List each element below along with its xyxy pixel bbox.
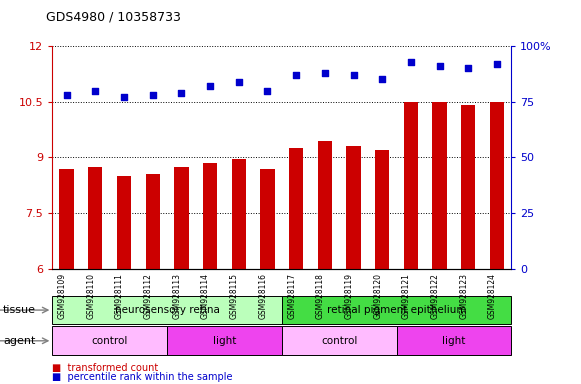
Bar [174, 167, 189, 269]
Point [234, 79, 243, 85]
Text: GSM928116: GSM928116 [259, 273, 267, 319]
Bar [52, 326, 167, 355]
Text: GSM928122: GSM928122 [431, 273, 440, 318]
Bar [461, 106, 475, 269]
Text: GSM928112: GSM928112 [144, 273, 153, 318]
Bar [490, 102, 504, 269]
Bar [397, 326, 511, 355]
Bar [167, 326, 282, 355]
Text: GSM928115: GSM928115 [229, 273, 239, 319]
Point [292, 72, 301, 78]
Bar [232, 159, 246, 269]
Bar [260, 169, 275, 269]
Text: GSM928114: GSM928114 [201, 273, 210, 319]
Text: GDS4980 / 10358733: GDS4980 / 10358733 [46, 10, 181, 23]
Bar [289, 148, 303, 269]
Point [62, 92, 71, 98]
Text: GSM928120: GSM928120 [373, 273, 382, 319]
Point [349, 72, 358, 78]
Text: GSM928113: GSM928113 [173, 273, 181, 319]
Text: GSM928118: GSM928118 [316, 273, 325, 318]
Point [148, 92, 157, 98]
Bar [117, 176, 131, 269]
Bar [282, 326, 397, 355]
Text: control: control [321, 336, 357, 346]
Bar [432, 102, 447, 269]
Text: ■  percentile rank within the sample: ■ percentile rank within the sample [52, 372, 233, 382]
Point [492, 61, 501, 67]
Text: GSM928123: GSM928123 [459, 273, 468, 319]
Bar [145, 174, 160, 269]
Text: GSM928110: GSM928110 [87, 273, 95, 319]
Text: GSM928117: GSM928117 [287, 273, 296, 319]
Text: GSM928109: GSM928109 [58, 273, 67, 319]
Point [91, 88, 100, 94]
Bar [375, 150, 389, 269]
Point [206, 83, 215, 89]
Point [263, 88, 272, 94]
Text: light: light [213, 336, 236, 346]
Point [119, 94, 128, 100]
Text: GSM928119: GSM928119 [345, 273, 353, 319]
Bar [282, 296, 511, 324]
Point [464, 65, 473, 71]
Point [320, 70, 329, 76]
Text: ■  transformed count: ■ transformed count [52, 362, 159, 372]
Text: retinal pigment epithelium: retinal pigment epithelium [327, 305, 467, 315]
Text: tissue: tissue [3, 305, 36, 315]
Text: neurosensory retina: neurosensory retina [114, 305, 220, 315]
Bar [404, 102, 418, 269]
Point [177, 90, 186, 96]
Text: light: light [442, 336, 465, 346]
Text: GSM928111: GSM928111 [115, 273, 124, 318]
Point [378, 76, 387, 83]
Bar [318, 141, 332, 269]
Text: GSM928124: GSM928124 [488, 273, 497, 319]
Text: agent: agent [3, 336, 35, 346]
Text: GSM928121: GSM928121 [402, 273, 411, 318]
Bar [203, 163, 217, 269]
Point [406, 59, 415, 65]
Bar [88, 167, 102, 269]
Bar [52, 296, 282, 324]
Text: control: control [91, 336, 128, 346]
Bar [59, 169, 74, 269]
Point [435, 63, 444, 69]
Bar [346, 146, 361, 269]
